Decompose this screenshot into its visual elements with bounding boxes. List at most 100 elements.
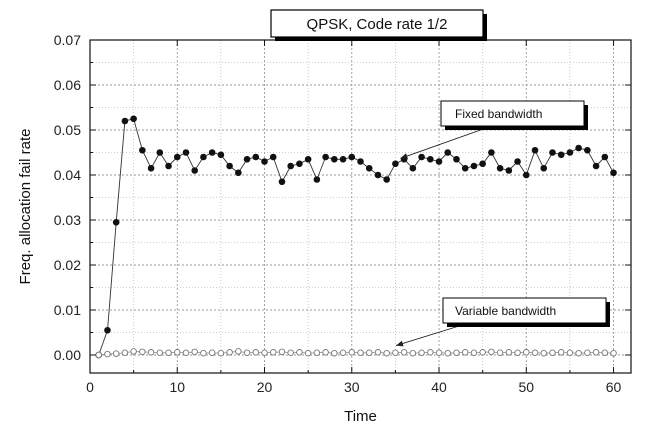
data-point	[461, 349, 469, 356]
data-point	[217, 349, 225, 357]
data-point	[418, 153, 425, 161]
y-tick-label: 0.03	[54, 212, 81, 228]
data-point	[427, 155, 434, 163]
y-tick-label: 0.01	[54, 302, 81, 318]
data-point	[112, 350, 120, 357]
data-point	[365, 164, 373, 172]
annotation-box	[442, 297, 607, 324]
y-tick-label: 0.02	[54, 257, 81, 273]
data-point	[418, 349, 425, 357]
data-point	[357, 158, 364, 165]
data-point	[156, 149, 164, 156]
data-point	[130, 348, 137, 355]
data-point	[339, 155, 347, 163]
data-point	[322, 349, 329, 356]
data-point	[121, 117, 129, 125]
data-point	[243, 349, 251, 357]
data-point	[287, 162, 294, 170]
data-point	[252, 349, 260, 356]
data-point	[217, 151, 225, 159]
data-point	[95, 351, 102, 359]
y-tick-label: 0.07	[54, 32, 81, 48]
data-point	[208, 349, 216, 357]
y-axis-title: Freq. allocation fail rate	[17, 129, 34, 285]
data-point	[444, 349, 452, 357]
data-point	[488, 348, 495, 356]
data-point	[374, 349, 382, 356]
x-tick-label: 50	[519, 379, 535, 395]
data-point	[505, 167, 513, 174]
data-point	[592, 349, 600, 356]
data-point	[165, 349, 172, 357]
data-point	[549, 349, 556, 357]
data-point	[610, 349, 617, 357]
data-point	[313, 349, 321, 357]
data-point	[444, 149, 452, 156]
data-point	[200, 153, 207, 161]
data-point	[575, 349, 582, 357]
data-point	[313, 176, 321, 183]
x-tick-label: 30	[344, 379, 360, 395]
data-point	[173, 153, 181, 161]
data-point	[540, 349, 547, 357]
data-point	[470, 349, 478, 357]
y-tick-label: 0.05	[54, 122, 81, 138]
data-point	[296, 160, 303, 168]
data-point	[182, 349, 190, 357]
data-point	[104, 350, 111, 358]
data-point	[374, 171, 382, 179]
data-point	[304, 155, 312, 163]
data-point	[182, 149, 190, 156]
data-point	[226, 162, 233, 170]
x-tick-label: 20	[257, 379, 273, 395]
data-point	[392, 349, 399, 357]
annotation-arrow-line	[400, 126, 490, 159]
data-point	[147, 349, 155, 356]
y-tick-label: 0.06	[54, 77, 81, 93]
data-point	[557, 151, 565, 159]
data-point	[365, 349, 373, 357]
data-point	[427, 349, 434, 356]
data-point	[479, 349, 486, 356]
annotation-text: Fixed bandwidth	[455, 107, 542, 121]
data-point	[357, 349, 364, 357]
data-point	[496, 164, 504, 172]
x-tick-label: 10	[169, 379, 185, 395]
data-point	[287, 349, 294, 357]
data-point	[531, 349, 539, 357]
annotation-arrow-head	[400, 153, 408, 159]
data-point	[592, 162, 600, 170]
data-point	[121, 349, 129, 357]
data-point	[584, 349, 591, 357]
data-point	[488, 149, 495, 156]
data-point	[252, 153, 260, 161]
data-point	[191, 167, 199, 174]
title-box	[270, 9, 484, 38]
data-point	[130, 115, 137, 123]
data-point	[331, 349, 338, 357]
data-point	[531, 146, 539, 154]
data-point	[104, 326, 111, 334]
data-point	[566, 149, 574, 156]
data-point	[409, 164, 417, 172]
x-tick-label: 40	[431, 379, 447, 395]
data-point	[147, 164, 155, 172]
x-tick-label: 0	[86, 379, 94, 395]
data-point	[261, 158, 268, 165]
series-2	[95, 348, 617, 359]
annotation-text: Variable bandwidth	[455, 304, 556, 318]
data-point	[243, 155, 251, 163]
data-point	[165, 162, 172, 170]
data-point	[549, 149, 556, 156]
data-point	[191, 348, 198, 356]
data-point	[200, 349, 207, 357]
chart-title: QPSK, Code rate 1/2	[270, 9, 487, 41]
data-point	[522, 171, 530, 179]
data-point	[139, 146, 146, 154]
data-point	[208, 149, 216, 156]
data-point	[610, 169, 617, 177]
data-point	[540, 164, 548, 172]
x-tick-label: 60	[606, 379, 622, 395]
data-point	[139, 348, 146, 356]
data-point	[435, 158, 443, 165]
